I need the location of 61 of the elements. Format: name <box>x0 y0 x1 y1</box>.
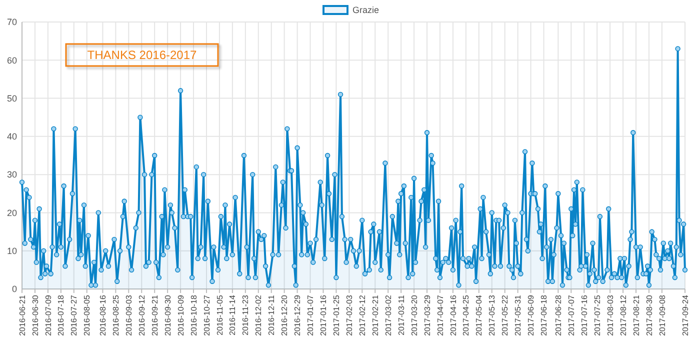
x-tick-label: 2016-12-29 <box>293 294 302 336</box>
x-tick-label: 2017-02-21 <box>370 294 380 336</box>
x-tick-label: 2017-06-18 <box>540 294 549 336</box>
x-tick-label: 2017-07-16 <box>580 294 589 336</box>
y-tick-label: 10 <box>6 246 17 256</box>
annotation: THANKS 2016-2017 <box>87 48 198 62</box>
x-tick-label: 2017-01-07 <box>306 294 316 336</box>
x-tick-label: 2017-09-08 <box>658 294 667 336</box>
y-tick-label: 60 <box>6 55 17 66</box>
x-tick-label: 2016-06-30 <box>30 294 40 336</box>
x-tick-label: 2017-04-07 <box>436 294 445 336</box>
x-tick-label: 2016-12-20 <box>280 294 290 336</box>
x-tick-label: 2017-08-21 <box>632 294 641 336</box>
x-tick-label: 2017-05-13 <box>488 294 497 336</box>
x-tick-label: 2016-10-18 <box>189 294 198 336</box>
legend-label: Grazie <box>352 5 380 16</box>
x-tick-label: 2017-05-04 <box>474 294 484 336</box>
x-tick-label: 2017-08-03 <box>606 294 615 336</box>
x-tick-label: 2016-12-11 <box>267 294 276 336</box>
x-tick-label: 2017-03-29 <box>422 294 432 336</box>
y-tick-label: 0 <box>12 284 17 294</box>
x-tick-label: 2016-11-05 <box>215 294 224 336</box>
x-tick-label: 2017-08-30 <box>644 294 654 336</box>
y-tick-label: 70 <box>6 17 17 28</box>
x-tick-label: 2016-09-12 <box>137 294 146 336</box>
x-tick-label: 2017-05-31 <box>514 294 523 336</box>
x-tick-label: 2016-10-09 <box>176 294 186 336</box>
x-tick-label: 2016-11-14 <box>228 294 238 336</box>
x-tick-label: 2017-08-12 <box>618 294 628 336</box>
x-tick-label: 2017-03-02 <box>384 294 393 336</box>
x-tick-label: 2016-08-05 <box>82 294 92 336</box>
x-tick-label: 2017-04-25 <box>462 294 471 336</box>
y-tick-label: 20 <box>6 208 17 218</box>
x-tick-label: 2016-08-16 <box>98 294 108 336</box>
x-tick-label: 2017-09-24 <box>680 294 690 336</box>
x-tick-label: 2016-12-02 <box>254 294 264 336</box>
y-tick-label: 40 <box>6 132 17 142</box>
x-tick-label: 2017-05-22 <box>500 294 510 336</box>
x-tick-label: 2016-09-30 <box>163 294 172 336</box>
x-tick-label: 2016-07-18 <box>56 294 66 336</box>
x-tick-label: 2017-04-16 <box>448 294 458 336</box>
x-tick-label: 2016-10-27 <box>202 294 212 336</box>
y-tick-label: 30 <box>6 170 17 180</box>
x-tick-label: 2016-08-25 <box>111 294 120 336</box>
x-tick-label: 2017-01-16 <box>319 294 328 336</box>
x-tick-label: 2017-07-07 <box>566 294 576 336</box>
x-tick-label: 2016-06-21 <box>18 294 27 336</box>
x-tick-label: 2017-03-20 <box>410 294 419 336</box>
x-tick-label: 2016-09-03 <box>124 294 134 336</box>
x-tick-label: 2016-09-21 <box>150 294 160 336</box>
x-tick-label: 2017-01-25 <box>332 294 342 336</box>
x-tick-label: 2017-02-03 <box>344 294 354 336</box>
x-tick-label: 2016-07-27 <box>70 294 79 336</box>
x-tick-label: 2016-11-23 <box>241 294 250 336</box>
y-tick-label: 50 <box>6 93 17 104</box>
x-tick-label: 2017-02-12 <box>358 294 367 336</box>
x-tick-label: 2017-06-09 <box>526 294 536 336</box>
x-tick-label: 2017-07-25 <box>592 294 602 336</box>
x-tick-label: 2017-06-28 <box>554 294 563 336</box>
x-tick-label: 2016-07-09 <box>44 294 53 336</box>
x-tick-label: 2017-03-11 <box>396 294 406 336</box>
